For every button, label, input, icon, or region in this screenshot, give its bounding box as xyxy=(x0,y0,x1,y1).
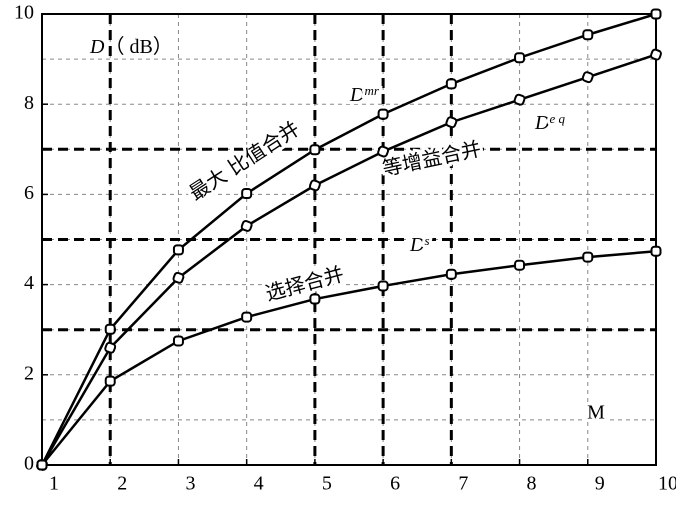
data-point xyxy=(377,108,389,120)
series-name: 选择合并 xyxy=(263,262,346,306)
series-line xyxy=(40,53,657,466)
y-axis-symbol: D xyxy=(89,36,105,58)
series-line xyxy=(40,12,657,466)
data-point xyxy=(445,78,457,90)
y-tick-label: 0 xyxy=(24,453,34,475)
series-name: 等增益合并 xyxy=(380,136,483,180)
x-tick-label: 2 xyxy=(117,473,127,495)
data-point xyxy=(241,187,253,199)
data-point xyxy=(308,179,321,192)
plot-frame xyxy=(41,13,657,466)
data-point xyxy=(104,375,116,387)
series-line xyxy=(41,249,657,466)
data-point xyxy=(513,93,526,106)
data-point xyxy=(377,145,390,158)
y-tick-label: 2 xyxy=(24,362,34,384)
data-point xyxy=(582,251,594,263)
y-axis-label: D（ dB） xyxy=(89,35,173,58)
data-point xyxy=(445,268,457,280)
data-point xyxy=(650,8,662,20)
series-symbol: Ds xyxy=(409,233,430,256)
series-symbol-sub: e q xyxy=(549,111,565,126)
x-tick-label: 4 xyxy=(254,473,264,495)
y-tick-label: 8 xyxy=(24,92,34,114)
x-tick-label: 7 xyxy=(458,473,468,495)
data-point xyxy=(172,335,184,347)
series-symbol-sub: mr xyxy=(364,83,379,98)
data-point xyxy=(309,144,321,156)
x-tick-label: 5 xyxy=(322,473,332,495)
data-point xyxy=(377,280,389,292)
y-tick-label: 4 xyxy=(24,272,34,294)
data-point xyxy=(582,29,594,41)
series-symbol: Dmr xyxy=(349,83,380,106)
x-tick-label: 3 xyxy=(185,473,195,495)
x-tick-label: 1 xyxy=(49,473,59,495)
data-point xyxy=(104,323,116,335)
data-point xyxy=(445,116,458,129)
y-axis-unit: （ dB） xyxy=(104,35,172,58)
data-point xyxy=(172,244,184,256)
data-point xyxy=(514,52,526,64)
y-tick-label: 10 xyxy=(14,2,34,24)
data-point xyxy=(650,48,662,61)
x-tick-label: 10 xyxy=(658,473,676,495)
data-point xyxy=(581,71,594,84)
x-tick-label: 6 xyxy=(390,473,400,495)
series-symbol-main: D xyxy=(534,112,550,134)
data-point xyxy=(650,245,662,257)
data-point xyxy=(172,271,185,284)
series-symbol-sub: s xyxy=(424,233,429,248)
x-axis-label: M xyxy=(587,402,605,424)
data-point xyxy=(104,341,117,354)
data-point xyxy=(240,220,253,232)
data-point xyxy=(36,459,48,471)
data-point xyxy=(514,259,526,271)
series-symbol: De q xyxy=(534,111,565,134)
x-tick-label: 9 xyxy=(595,473,605,495)
x-tick-label: 8 xyxy=(527,473,537,495)
data-point xyxy=(309,293,321,305)
series-symbol-main: D xyxy=(349,84,365,106)
series-symbol-main: D xyxy=(409,234,425,256)
data-point xyxy=(241,311,253,323)
y-tick-label: 6 xyxy=(24,182,34,204)
